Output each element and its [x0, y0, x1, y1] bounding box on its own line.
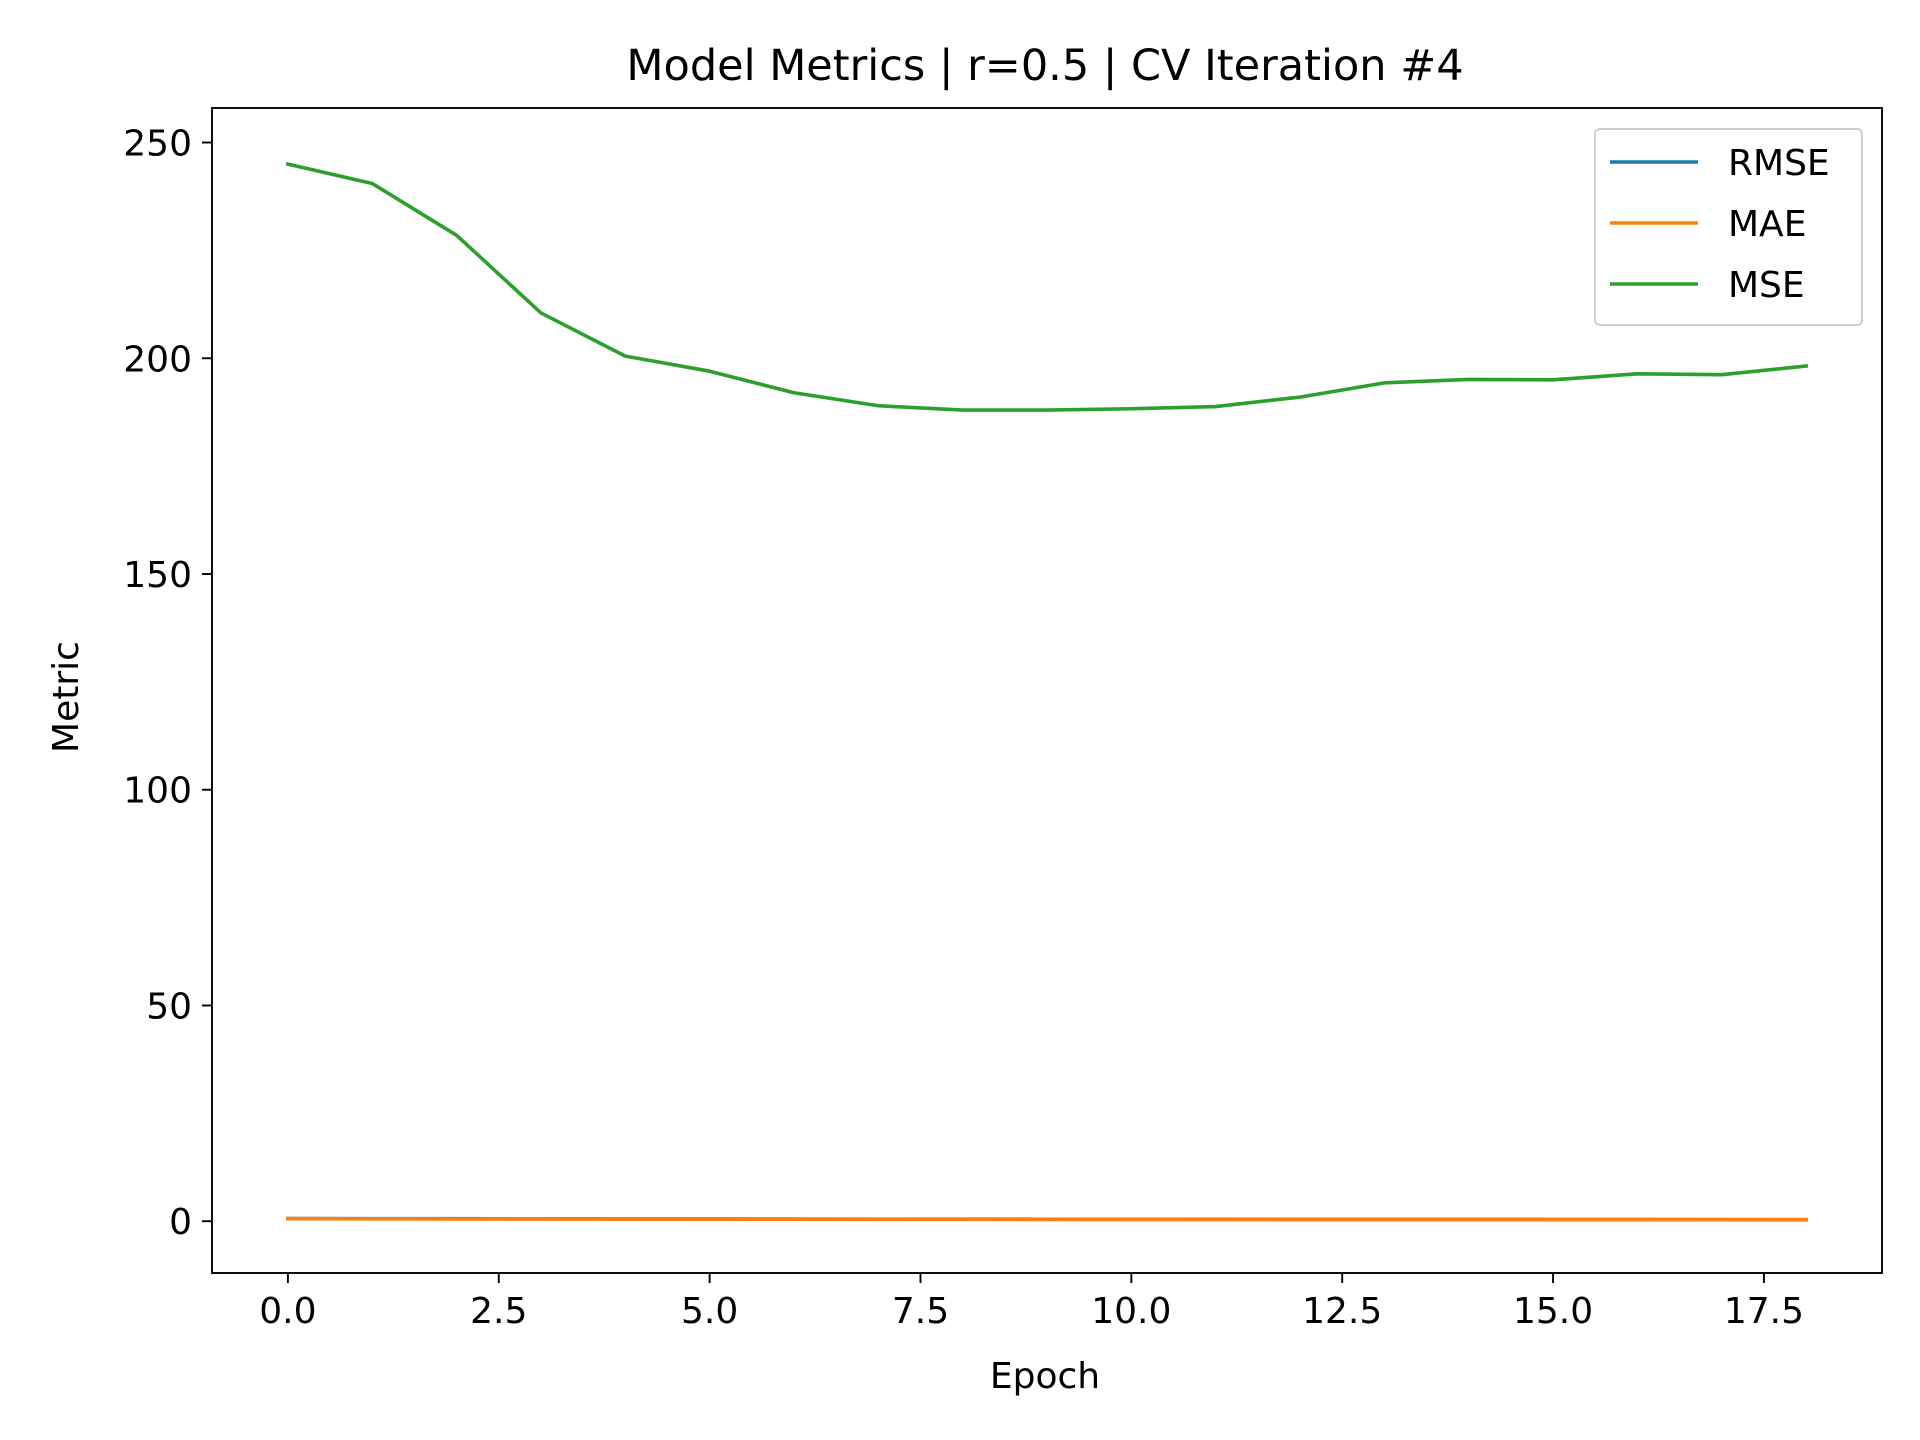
x-tick-label: 10.0 — [1091, 1291, 1171, 1332]
plot-frame — [211, 107, 1883, 1274]
legend-label-mae: MAE — [1728, 204, 1806, 245]
x-axis-label: Epoch — [990, 1356, 1100, 1397]
x-tick-label: 0.0 — [259, 1291, 316, 1332]
series-line-mae — [286, 1216, 1808, 1222]
y-tick-label: 150 — [123, 555, 192, 596]
y-tick-label: 0 — [169, 1202, 192, 1243]
legend-box — [1594, 128, 1863, 326]
y-axis-label: Metric — [46, 641, 87, 753]
x-tick-label: 15.0 — [1513, 1291, 1593, 1332]
y-tick-label: 250 — [123, 124, 192, 165]
x-tick-label: 2.5 — [470, 1291, 527, 1332]
x-tick-label: 7.5 — [892, 1291, 949, 1332]
x-tick-label: 5.0 — [681, 1291, 738, 1332]
y-tick-label: 200 — [123, 339, 192, 380]
x-tick-label: 17.5 — [1724, 1291, 1804, 1332]
y-tick-label: 100 — [123, 771, 192, 812]
series-line-mse — [285, 161, 1809, 412]
legend-label-rmse: RMSE — [1728, 143, 1830, 184]
y-axis: 0 50 100 150 200 250 — [123, 124, 212, 1243]
x-axis: 0.0 2.5 5.0 7.5 10.0 12.5 15.0 17.5 — [259, 1273, 1804, 1332]
x-tick-label: 12.5 — [1302, 1291, 1382, 1332]
legend-label-mse: MSE — [1728, 265, 1805, 306]
legend: RMSE MAE MSE — [1594, 128, 1863, 326]
y-tick-label: 50 — [146, 986, 192, 1027]
chart-title: Model Metrics | r=0.5 | CV Iteration #4 — [626, 41, 1463, 91]
